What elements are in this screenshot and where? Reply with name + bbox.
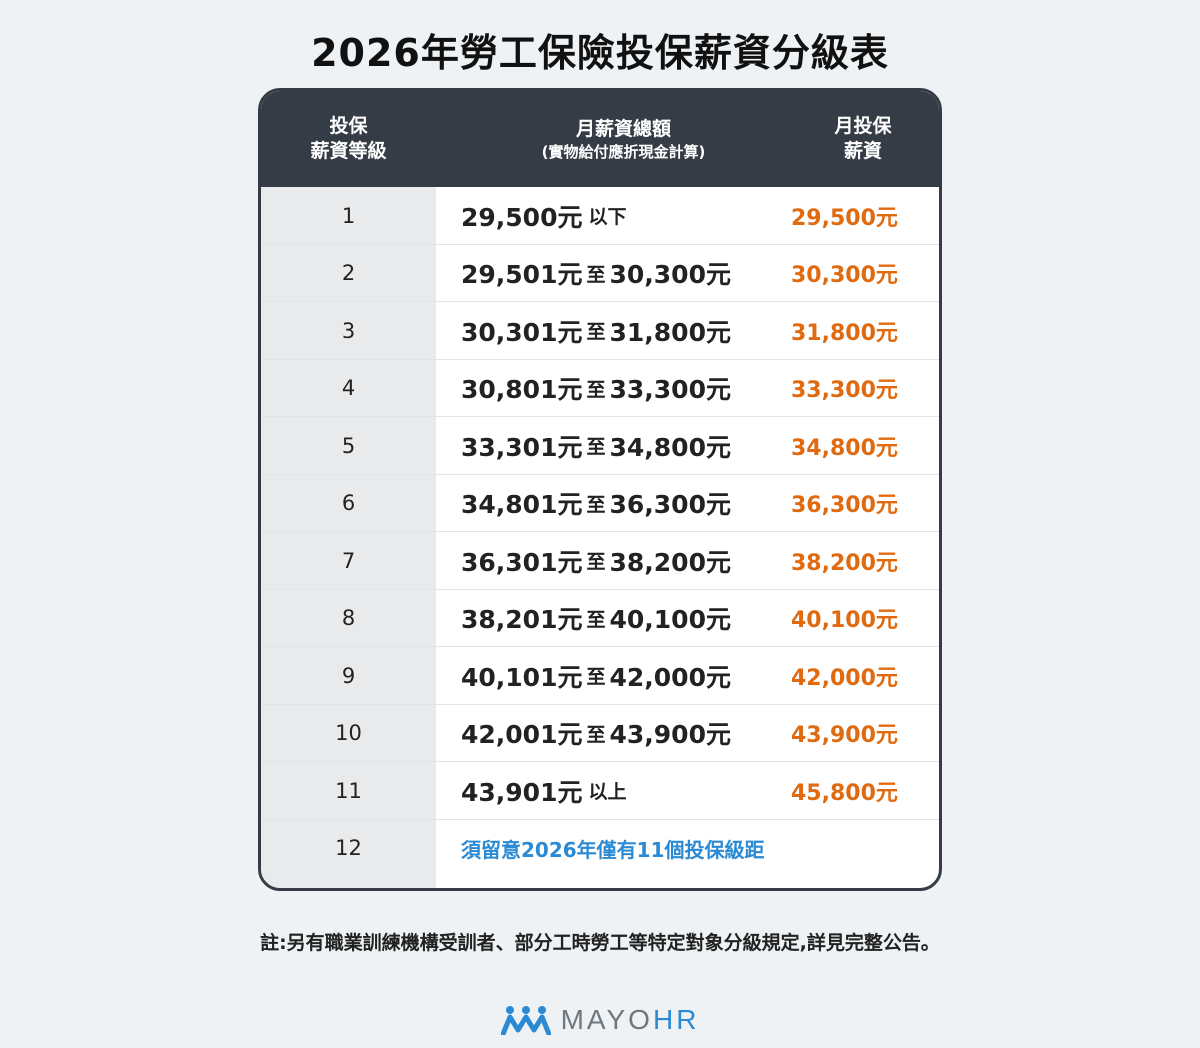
bracket-count-note: 須留意2026年僅有11個投保級距 bbox=[461, 837, 765, 862]
header-salary: 月投保 薪資 bbox=[781, 91, 939, 187]
range-from: 30,801元 bbox=[461, 375, 583, 405]
mayohr-logo: MAYOHR bbox=[0, 1004, 1200, 1036]
level-cell: 4 bbox=[341, 376, 356, 401]
logo-hr: HR bbox=[652, 1004, 700, 1035]
range-from: 34,801元 bbox=[461, 490, 583, 520]
salary-cell: 31,800元 bbox=[791, 320, 898, 346]
table-body: 1 29,500元 以下 29,500元 2 29,501元 至 30,300元… bbox=[261, 187, 939, 877]
range-connector: 至 bbox=[586, 493, 606, 516]
logo-wordmark: MAYOHR bbox=[561, 1004, 700, 1036]
range-from: 30,301元 bbox=[461, 317, 583, 347]
level-cell: 3 bbox=[341, 318, 356, 343]
level-cell: 5 bbox=[341, 433, 356, 458]
range-to: 42,000元 bbox=[609, 662, 731, 692]
range-connector: 至 bbox=[586, 263, 606, 286]
range-to: 36,300元 bbox=[609, 490, 731, 520]
table-row: 2 29,501元 至 30,300元 30,300元 bbox=[261, 245, 939, 303]
range-cell: 29,500元 以下 bbox=[461, 187, 627, 245]
range-from: 42,001元 bbox=[461, 720, 583, 750]
range-to: 31,800元 bbox=[609, 317, 731, 347]
salary-cell: 29,500元 bbox=[791, 205, 898, 231]
level-cell: 6 bbox=[341, 491, 356, 516]
header-level-line2: 薪資等級 bbox=[310, 140, 387, 162]
range-to: 43,900元 bbox=[609, 720, 731, 750]
range-connector: 至 bbox=[586, 608, 606, 631]
level-cell: 8 bbox=[341, 606, 356, 631]
range-connector: 至 bbox=[586, 378, 606, 401]
header-total-line1: 月薪資總額 bbox=[575, 117, 671, 140]
mayohr-logo-icon bbox=[500, 1006, 551, 1035]
table-row-note: 12 須留意2026年僅有11個投保級距 bbox=[261, 820, 939, 878]
salary-cell: 45,800元 bbox=[791, 780, 898, 806]
table-row: 7 36,301元 至 38,200元 38,200元 bbox=[261, 532, 939, 590]
page-title: 2026年勞工保險投保薪資分級表 bbox=[311, 31, 889, 75]
range-cell: 33,301元 至 34,800元 bbox=[461, 417, 731, 475]
range-cell: 30,801元 至 33,300元 bbox=[461, 360, 731, 418]
header-salary-line2: 薪資 bbox=[843, 140, 882, 162]
table-row: 3 30,301元 至 31,800元 31,800元 bbox=[261, 302, 939, 360]
range-cell: 30,301元 至 31,800元 bbox=[461, 302, 731, 360]
range-to: 30,300元 bbox=[609, 260, 731, 290]
range-to: 40,100元 bbox=[609, 605, 731, 635]
header-salary-line1: 月投保 bbox=[834, 115, 892, 137]
range-to: 33,300元 bbox=[609, 375, 731, 405]
range-suffix: 以下 bbox=[588, 206, 627, 229]
range-cell: 43,901元 以上 bbox=[461, 762, 627, 820]
level-cell: 2 bbox=[341, 261, 356, 286]
range-cell: 42,001元 至 43,900元 bbox=[461, 705, 731, 763]
table-row: 6 34,801元 至 36,300元 36,300元 bbox=[261, 475, 939, 533]
range-cell: 34,801元 至 36,300元 bbox=[461, 475, 731, 533]
level-cell: 10 bbox=[335, 721, 362, 746]
range-from: 29,501元 bbox=[461, 260, 583, 290]
range-suffix: 以上 bbox=[588, 781, 627, 804]
table-row: 10 42,001元 至 43,900元 43,900元 bbox=[261, 705, 939, 763]
header-level-line1: 投保 bbox=[329, 115, 368, 137]
table-row: 11 43,901元 以上 45,800元 bbox=[261, 762, 939, 820]
salary-cell: 33,300元 bbox=[791, 378, 898, 404]
header-total: 月薪資總額 (實物給付應折現金計算) bbox=[436, 91, 811, 187]
salary-cell: 38,200元 bbox=[791, 550, 898, 576]
range-connector: 至 bbox=[586, 551, 606, 574]
range-cell: 29,501元 至 30,300元 bbox=[461, 245, 731, 303]
level-cell: 7 bbox=[341, 548, 356, 573]
range-connector: 至 bbox=[586, 321, 606, 344]
level-cell: 9 bbox=[341, 663, 356, 688]
range-from: 43,901元 bbox=[461, 777, 583, 807]
range-cell: 40,101元 至 42,000元 bbox=[461, 647, 731, 705]
footnote: 註:另有職業訓練機構受訓者、部分工時勞工等特定對象分級規定,詳見完整公告。 bbox=[260, 932, 940, 954]
range-to: 38,200元 bbox=[609, 547, 731, 577]
salary-cell: 42,000元 bbox=[791, 665, 898, 691]
range-from: 29,500元 bbox=[461, 202, 583, 232]
header-total-line2: (實物給付應折現金計算) bbox=[541, 142, 706, 161]
table-header: 投保 薪資等級 月薪資總額 (實物給付應折現金計算) 月投保 薪資 bbox=[261, 91, 939, 187]
range-to: 34,800元 bbox=[609, 432, 731, 462]
range-cell: 36,301元 至 38,200元 bbox=[461, 532, 731, 590]
range-from: 33,301元 bbox=[461, 432, 583, 462]
range-connector: 至 bbox=[586, 666, 606, 689]
range-connector: 至 bbox=[586, 436, 606, 459]
level-column-bg bbox=[261, 187, 436, 888]
range-from: 40,101元 bbox=[461, 662, 583, 692]
salary-cell: 43,900元 bbox=[791, 723, 898, 749]
table-row: 1 29,500元 以下 29,500元 bbox=[261, 187, 939, 245]
salary-cell: 30,300元 bbox=[791, 263, 898, 289]
range-from: 36,301元 bbox=[461, 547, 583, 577]
range-from: 38,201元 bbox=[461, 605, 583, 635]
table-row: 5 33,301元 至 34,800元 34,800元 bbox=[261, 417, 939, 475]
salary-grade-table: 投保 薪資等級 月薪資總額 (實物給付應折現金計算) 月投保 薪資 1 29,5… bbox=[258, 88, 942, 891]
table-row: 9 40,101元 至 42,000元 42,000元 bbox=[261, 647, 939, 705]
level-cell: 1 bbox=[341, 203, 356, 228]
table-row: 8 38,201元 至 40,100元 40,100元 bbox=[261, 590, 939, 648]
level-cell: 12 bbox=[335, 836, 362, 861]
header-level: 投保 薪資等級 bbox=[261, 91, 436, 187]
level-cell: 11 bbox=[335, 778, 362, 803]
range-connector: 至 bbox=[586, 723, 606, 746]
salary-cell: 36,300元 bbox=[791, 493, 898, 519]
range-cell: 38,201元 至 40,100元 bbox=[461, 590, 731, 648]
logo-mayo: MAYO bbox=[560, 1004, 653, 1035]
salary-cell: 40,100元 bbox=[791, 608, 898, 634]
table-row: 4 30,801元 至 33,300元 33,300元 bbox=[261, 360, 939, 418]
salary-cell: 34,800元 bbox=[791, 435, 898, 461]
